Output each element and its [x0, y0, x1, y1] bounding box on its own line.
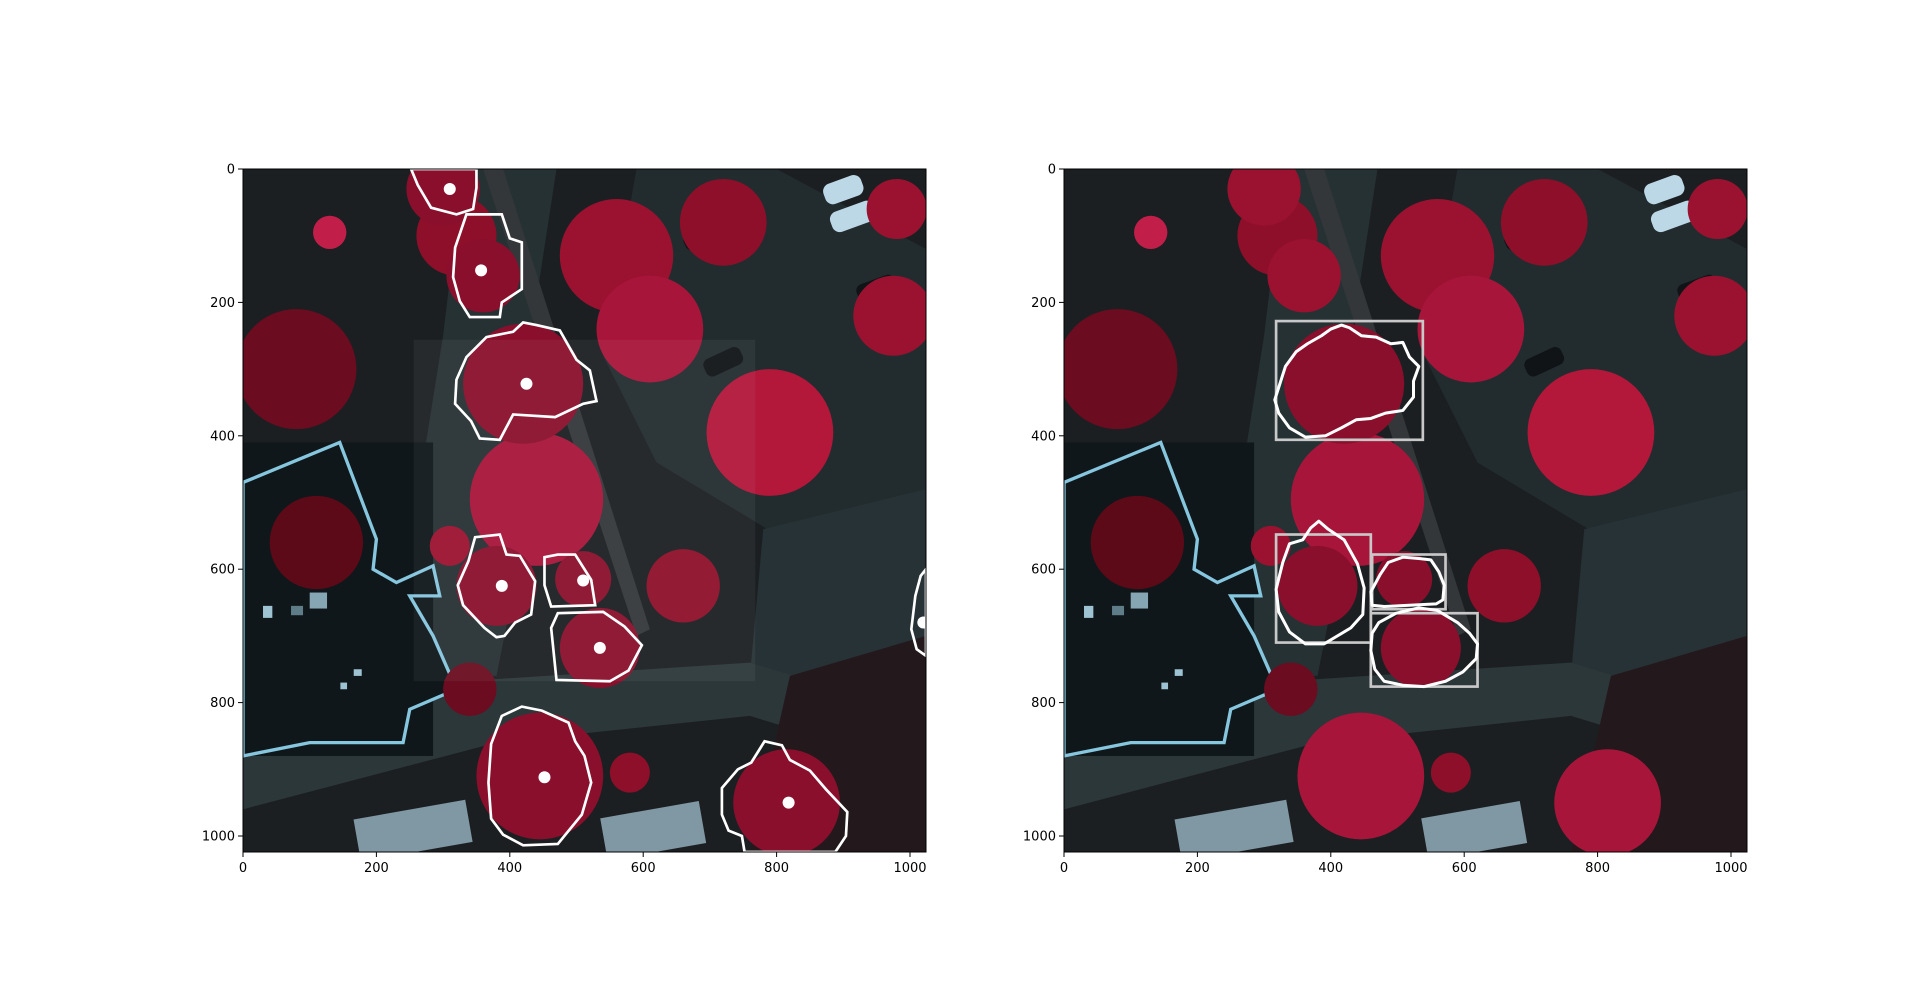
car	[1524, 347, 1565, 377]
axes-frame	[242, 168, 927, 853]
parking-lot	[1570, 489, 1747, 676]
y-tick-label: 0	[1048, 163, 1056, 178]
crown-outline	[549, 610, 644, 683]
crown-center-marker	[538, 771, 551, 784]
y-tick-label: 200	[210, 296, 235, 311]
x-tick-label: 200	[1185, 861, 1210, 876]
prediction-panel: 0 200 400 600 800 1000 0 200 400 600 800 1000	[1023, 163, 1748, 877]
x-tick-label: 0	[1060, 861, 1068, 876]
crown-center-marker	[475, 264, 488, 277]
segmentation-image	[243, 169, 926, 852]
crown-outline	[1273, 323, 1421, 439]
crown-outlines	[409, 169, 926, 852]
tree-canopy	[1064, 169, 1747, 852]
crown-center-marker	[577, 574, 590, 587]
crown-center-marker	[443, 183, 456, 196]
car	[823, 175, 864, 205]
crown-outline	[1369, 555, 1446, 609]
axes-frame	[1063, 168, 1748, 853]
crown-outline	[409, 169, 478, 216]
roof-unit	[353, 669, 362, 676]
prediction-image	[1064, 169, 1747, 852]
rooftop-bottom	[600, 800, 707, 852]
x-tick-label: 0	[239, 861, 247, 876]
bounding-box	[1274, 319, 1425, 442]
crown-center-marker	[495, 579, 508, 592]
crown-center-marker	[520, 377, 533, 390]
crown-outline	[1274, 519, 1366, 646]
x-tick-label: 1000	[893, 861, 926, 876]
roof-unit	[1112, 605, 1125, 616]
x-tick-label: 400	[497, 861, 522, 876]
rooftop-bottom	[353, 799, 473, 852]
crown-outline	[456, 533, 537, 639]
x-tick-label: 400	[1318, 861, 1343, 876]
parking-lot	[749, 489, 926, 676]
y-tick-label: 400	[1031, 429, 1056, 444]
y-tick-label: 1000	[1023, 829, 1056, 844]
tree-canopy	[243, 169, 926, 852]
roof-unit	[1174, 669, 1183, 676]
axis-ticks: 0 200 400 600 800 1000 0 200 400 600 800 1000	[202, 163, 927, 877]
y-tick-label: 600	[210, 563, 235, 578]
shade-overlay	[413, 339, 756, 682]
roof-unit	[340, 682, 348, 690]
roof-unit	[309, 592, 328, 609]
crown-outline	[453, 320, 599, 442]
x-tick-label: 600	[631, 861, 656, 876]
rooftop-bottom	[1174, 799, 1294, 852]
x-tick-label: 800	[1585, 861, 1610, 876]
crown-outline	[720, 739, 849, 852]
crown-outline	[1369, 606, 1480, 689]
aerial-scene	[243, 169, 926, 852]
axis-ticks: 0 200 400 600 800 1000 0 200 400 600 800 1000	[1023, 163, 1748, 877]
x-tick-label: 1000	[1714, 861, 1747, 876]
roof-unit	[1130, 592, 1149, 609]
crown-center-marker	[782, 796, 795, 809]
y-tick-label: 0	[227, 163, 235, 178]
rooftop-bottom	[1421, 800, 1528, 852]
roof-unit	[263, 605, 273, 618]
segmentation-panel: 0 200 400 600 800 1000 0 200 400 600 800 1000	[202, 163, 927, 877]
road-right	[1424, 169, 1747, 543]
crown-outlines	[1273, 323, 1480, 689]
y-tick-label: 200	[1031, 296, 1056, 311]
roof-unit	[1161, 682, 1169, 690]
roof-unit	[1084, 605, 1094, 618]
crown-center-marker	[917, 616, 926, 629]
car	[703, 347, 744, 377]
car	[1650, 200, 1698, 233]
car	[1644, 175, 1685, 205]
y-tick-label: 400	[210, 429, 235, 444]
y-tick-label: 800	[210, 696, 235, 711]
crown-centers	[443, 183, 926, 809]
y-tick-label: 800	[1031, 696, 1056, 711]
crown-center-marker	[593, 641, 606, 654]
road-right	[603, 169, 926, 543]
aerial-scene	[1064, 169, 1747, 852]
car	[829, 200, 877, 233]
crown-outline	[451, 213, 524, 319]
y-tick-label: 600	[1031, 563, 1056, 578]
roof-unit	[291, 605, 304, 616]
x-tick-label: 600	[1452, 861, 1477, 876]
y-tick-label: 1000	[202, 829, 235, 844]
crown-outline	[909, 567, 926, 658]
crown-outline	[487, 705, 593, 847]
x-tick-label: 800	[764, 861, 789, 876]
x-tick-label: 200	[364, 861, 389, 876]
crown-outline	[543, 553, 597, 608]
